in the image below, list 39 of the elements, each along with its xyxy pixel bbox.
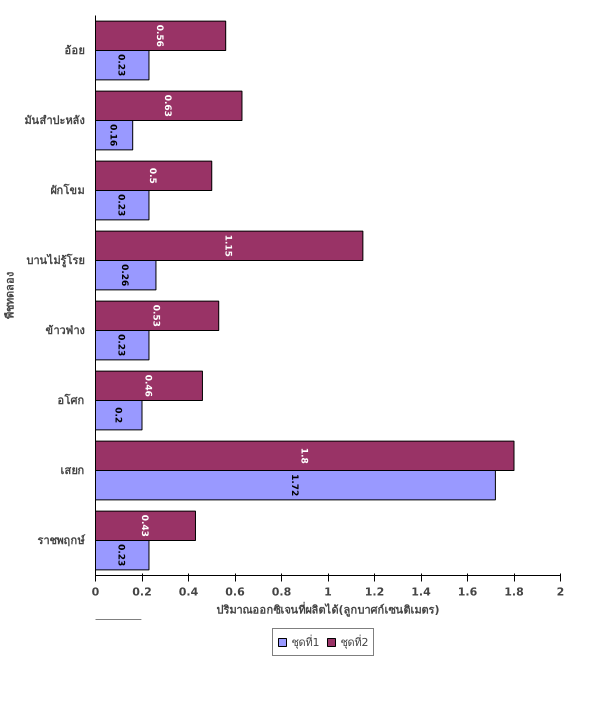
y-tick-label: บานไม่รู้โรย (26, 253, 84, 268)
legend-label: ชุดที่1 (292, 634, 320, 650)
data-label: 0.53 (150, 304, 161, 327)
x-tick-label: 1.4 (411, 586, 432, 598)
y-tick-label: ข้าวฟ่าง (46, 324, 84, 337)
data-label: 0.2 (112, 407, 122, 424)
data-label: 1.15 (222, 234, 233, 257)
data-label: 0.26 (119, 264, 130, 286)
y-tick-label: อ้อย (64, 44, 84, 57)
y-tick-label: มันสำปะหลัง (24, 114, 84, 127)
data-label: 1.8 (298, 448, 308, 464)
x-tick-label: 0.8 (272, 586, 292, 598)
data-label: 0.56 (154, 24, 164, 47)
x-tick-label: 1 (324, 586, 332, 598)
data-label: 1.72 (288, 474, 299, 496)
data-label: 0.23 (116, 334, 126, 356)
data-label: 0.23 (116, 54, 126, 76)
x-axis-title: ปริมาณออกซิเจนที่ผลิตได้(ลูกบาศก์เซนติเมตร) (216, 602, 440, 618)
data-label: 0.23 (116, 544, 126, 566)
data-label: 0.5 (147, 168, 158, 184)
x-tick-label: 2 (556, 586, 564, 598)
x-tick-label: 0 (92, 586, 100, 598)
data-label: 0.63 (162, 94, 172, 117)
x-tick-label: 0.6 (225, 586, 246, 598)
y-tick-label: ผักโขม (50, 183, 84, 197)
x-tick-label: 1.6 (458, 586, 478, 598)
y-tick-label: เสยก (60, 464, 84, 477)
y-tick-label: อโศก (58, 393, 84, 407)
x-tick-label: 0.4 (178, 586, 199, 598)
x-tick-label: 1.2 (364, 586, 384, 598)
data-label: 0.46 (142, 374, 152, 397)
y-tick-label: ราชพฤกษ์ (38, 534, 86, 547)
data-label: 0.43 (138, 514, 149, 537)
y-axis-title: พืชทดลอง (4, 272, 16, 319)
x-tick-label: 1.8 (504, 586, 524, 598)
legend-label: ชุดที่2 (340, 634, 368, 650)
data-label: 0.23 (116, 194, 126, 216)
x-tick-label: 0.2 (132, 586, 152, 598)
data-label: 0.16 (108, 124, 118, 146)
